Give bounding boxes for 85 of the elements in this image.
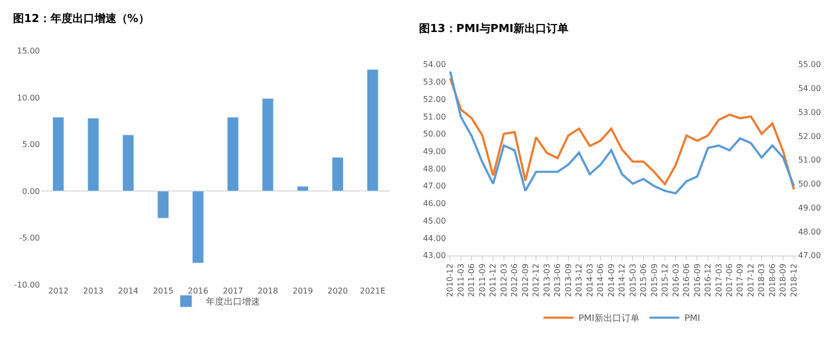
- bar: [192, 190, 204, 264]
- y-tick-label: -10.00: [14, 280, 40, 290]
- x-tick-label: 2015-09: [650, 264, 659, 297]
- chart-title: 图13：PMI与PMI新出口订单: [419, 22, 569, 35]
- x-tick-label: 2014-12: [618, 264, 627, 297]
- legend-label: PMI: [684, 314, 700, 324]
- y-tick-label: 45.00: [423, 216, 446, 226]
- x-tick-label: 2013: [83, 286, 104, 296]
- y-tick-label: 49.00: [423, 146, 446, 156]
- x-tick-label: 2014-09: [606, 264, 616, 297]
- y2-tick-label: 47.00: [798, 251, 821, 260]
- x-tick-label: 2016-09: [692, 264, 702, 297]
- x-tick-label: 2011-03: [456, 264, 466, 297]
- y-tick-label: 53.00: [423, 78, 446, 87]
- x-tick-label: 2018-09: [778, 264, 788, 297]
- y2-tick-label: 51.00: [798, 156, 821, 165]
- x-tick-label: 2013-12: [574, 264, 584, 297]
- x-tick-label: 2017-09: [736, 264, 745, 297]
- y-tick-label: 5.00: [22, 140, 40, 150]
- bar: [262, 98, 274, 192]
- x-tick-label: 2011-12: [488, 264, 498, 297]
- x-tick-label: 2018-03: [757, 264, 766, 297]
- y-tick-label: -5.00: [19, 234, 40, 243]
- x-tick-label: 2012-12: [532, 264, 541, 297]
- y-tick-label: 15.00: [17, 46, 40, 56]
- y-tick-label: 43.00: [423, 251, 446, 260]
- x-tick-label: 2013-06: [553, 264, 562, 297]
- y-tick-label: 10.00: [17, 93, 40, 102]
- x-tick-label: 2016-12: [704, 264, 713, 297]
- y-tick-label: 52.00: [423, 94, 446, 104]
- bar: [332, 157, 344, 192]
- x-tick-label: 2015-06: [639, 264, 648, 297]
- chart-title: 图12：年度出口增速（%）: [13, 12, 150, 25]
- x-tick-label: 2012: [48, 286, 69, 296]
- y-tick-label: 54.00: [423, 60, 446, 70]
- y-tick-label: 47.00: [423, 182, 446, 191]
- x-tick-label: 2017-03: [714, 264, 724, 297]
- x-tick-label: 2017: [222, 286, 244, 296]
- bar: [227, 116, 239, 192]
- x-tick-label: 2018: [258, 286, 278, 296]
- x-tick-label: 2011-09: [478, 264, 487, 297]
- x-tick-label: 2016: [188, 286, 208, 296]
- x-tick-label: 2012-03: [499, 264, 508, 297]
- y-tick-label: 48.00: [423, 164, 446, 174]
- y-tick-label: 0.00: [22, 186, 40, 196]
- x-tick-label: 2021E: [360, 286, 386, 296]
- y2-tick-label: 48.00: [798, 227, 821, 236]
- x-tick-label: 2013-03: [542, 264, 552, 297]
- y2-tick-label: 53.00: [798, 108, 821, 117]
- x-tick-label: 2013-09: [564, 264, 573, 297]
- y2-tick-label: 54.00: [798, 84, 821, 94]
- y2-tick-label: 55.00: [798, 60, 821, 70]
- x-tick-label: 2016-06: [682, 264, 692, 297]
- bar: [87, 118, 100, 192]
- y-tick-label: 51.00: [423, 112, 446, 122]
- x-tick-label: 2010-12: [446, 264, 455, 297]
- y-tick-label: 50.00: [423, 130, 446, 139]
- y2-tick-label: 50.00: [798, 180, 821, 189]
- x-tick-label: 2014: [118, 286, 138, 296]
- x-tick-label: 2018-06: [768, 264, 777, 297]
- legend-label: PMI新出口订单: [578, 313, 640, 324]
- bar: [157, 190, 169, 218]
- y2-tick-label: 49.00: [798, 203, 821, 212]
- x-tick-label: 2015-03: [628, 264, 638, 297]
- x-tick-label: 2017-06: [725, 264, 734, 297]
- x-tick-label: 2012-09: [520, 264, 530, 297]
- x-tick-label: 2016-03: [671, 264, 680, 297]
- bar: [122, 134, 134, 192]
- legend-label: 年度出口增速: [206, 296, 260, 308]
- x-tick-label: 2015-12: [660, 264, 670, 297]
- x-tick-label: 2012-06: [510, 264, 520, 297]
- x-tick-label: 2018-12: [789, 264, 798, 297]
- y2-tick-label: 52.00: [798, 132, 821, 141]
- y-tick-label: 46.00: [423, 199, 446, 208]
- x-tick-label: 2014-03: [585, 264, 594, 297]
- x-tick-label: 2015: [152, 286, 174, 296]
- x-tick-label: 2014-06: [596, 264, 606, 297]
- x-tick-label: 2019: [292, 286, 313, 296]
- x-tick-label: 2017-12: [746, 264, 756, 297]
- x-tick-label: 2011-06: [467, 264, 476, 297]
- y-tick-label: 44.00: [423, 234, 446, 243]
- bar: [296, 186, 309, 192]
- x-tick-label: 2020: [328, 286, 348, 296]
- bar: [366, 69, 378, 192]
- bar: [52, 116, 64, 192]
